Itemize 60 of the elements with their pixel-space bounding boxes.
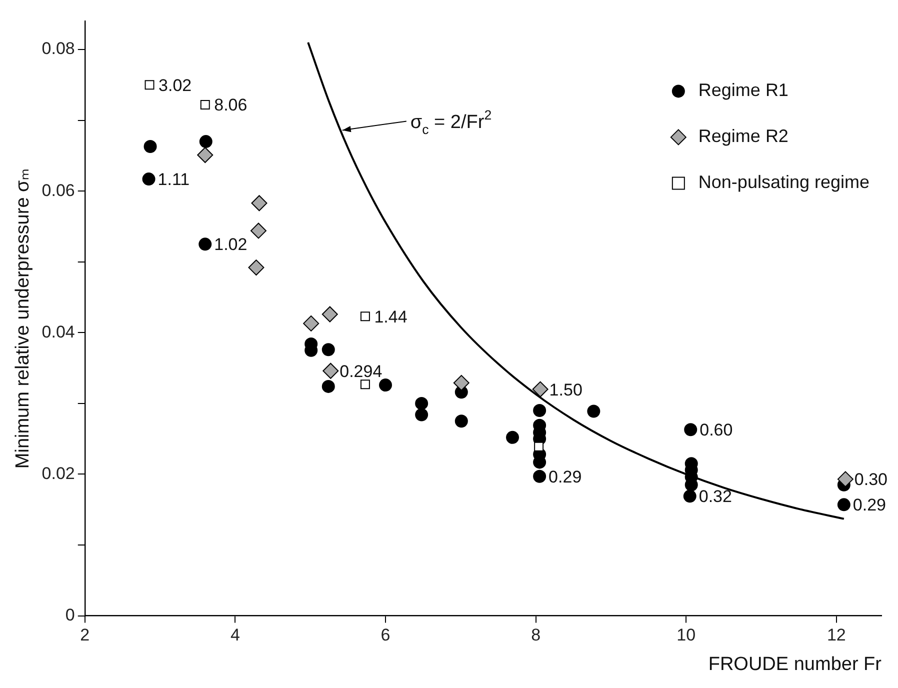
annotation: 0.30 — [854, 470, 888, 490]
x-tick-label: 8 — [531, 626, 541, 645]
point — [197, 146, 214, 163]
point — [322, 306, 338, 322]
point — [248, 260, 264, 276]
legend-label: Non-pulsating regime — [698, 172, 870, 192]
point — [533, 470, 546, 483]
annotation: 8.06 — [214, 96, 248, 115]
point — [322, 343, 335, 356]
point — [250, 222, 266, 239]
annotation: 0.32 — [698, 487, 732, 506]
annotation: 1.02 — [214, 235, 248, 254]
point — [322, 362, 339, 379]
legend-label: Regime R2 — [698, 126, 788, 146]
point — [837, 498, 850, 512]
y-tick-label: 0.06 — [42, 180, 75, 200]
point — [454, 414, 468, 428]
point — [144, 140, 157, 153]
annotation: 0.294 — [340, 362, 382, 381]
point — [533, 404, 546, 418]
point — [453, 374, 470, 391]
annotation: 3.02 — [158, 76, 192, 95]
point — [415, 408, 428, 422]
point — [198, 238, 212, 251]
point — [200, 100, 210, 110]
point — [360, 380, 370, 390]
point — [534, 442, 544, 452]
annotation: 0.29 — [548, 467, 582, 486]
point — [199, 135, 212, 148]
point — [144, 80, 154, 90]
x-tick-label: 2 — [80, 626, 90, 645]
legend-label: Regime R1 — [698, 80, 788, 100]
point — [683, 490, 696, 503]
point — [303, 315, 320, 332]
y-tick-label: 0.02 — [42, 464, 75, 483]
point — [142, 172, 156, 186]
y-tick-label: 0 — [65, 605, 75, 624]
point — [837, 471, 854, 488]
x-tick-label: 4 — [230, 626, 240, 645]
annotation: 0.29 — [852, 496, 886, 515]
point — [360, 312, 370, 322]
x-tick-label: 10 — [676, 626, 696, 645]
annotation: 0.60 — [700, 420, 733, 440]
annotation: 1.44 — [374, 307, 408, 326]
y-tick-label: 0.08 — [42, 39, 75, 58]
point — [322, 380, 335, 393]
y-tick-label: 0.04 — [42, 322, 75, 342]
annotation: 1.50 — [549, 380, 582, 400]
point — [587, 404, 600, 418]
point — [532, 381, 548, 398]
x-axis-title: FROUDE number Fr — [708, 654, 882, 675]
x-tick-label: 12 — [826, 626, 846, 645]
annotation: 1.11 — [158, 170, 190, 190]
point — [684, 423, 698, 436]
point — [251, 195, 268, 212]
point — [378, 378, 392, 392]
point — [415, 396, 428, 410]
point — [506, 430, 520, 444]
x-tick-label: 6 — [380, 626, 390, 645]
y-axis-title: Minimum relative underpressure σₘ — [12, 168, 34, 469]
